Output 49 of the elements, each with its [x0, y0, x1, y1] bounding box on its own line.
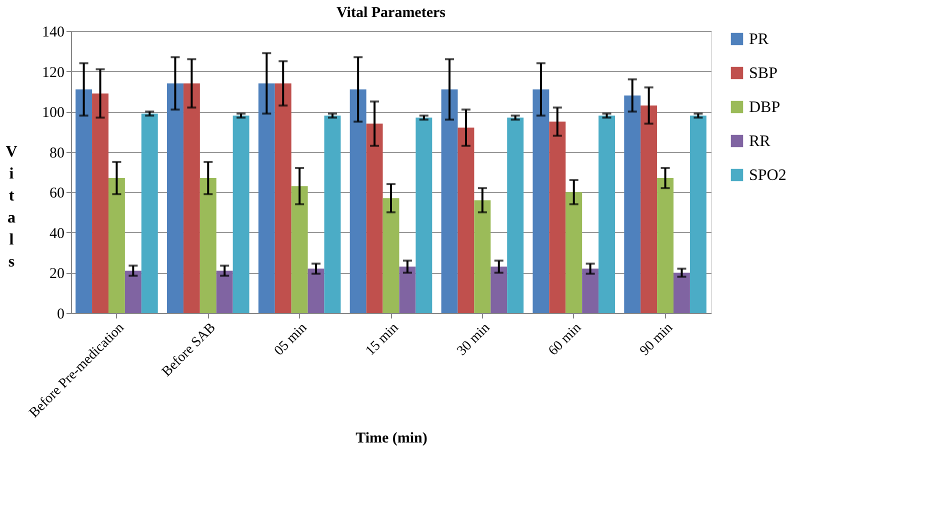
y-tick-label: 60: [50, 186, 64, 202]
legend-label: PR: [749, 31, 769, 48]
bar: [200, 178, 216, 313]
bar: [124, 270, 142, 313]
bar: [382, 198, 400, 313]
bar: [549, 122, 566, 313]
bar: [674, 272, 690, 313]
x-tick-label: 90 min: [638, 320, 676, 359]
bar: [108, 178, 125, 313]
bar: [167, 83, 184, 313]
y-tick-label: 120: [42, 64, 64, 81]
bar: [657, 178, 674, 313]
bar: [441, 89, 458, 313]
y-tick-label: 100: [42, 105, 64, 122]
x-tick-label: 30 min: [454, 320, 494, 359]
bar: [399, 266, 416, 313]
bar: [308, 268, 324, 313]
y-tick-label: 140: [42, 24, 64, 40]
x-tick-label: 60 min: [546, 320, 584, 359]
bar: [624, 95, 641, 313]
bar: [640, 106, 658, 313]
bar: [474, 200, 491, 313]
legend-label: SPO2: [749, 167, 786, 184]
bar: [366, 124, 383, 313]
bar: [350, 89, 366, 313]
bar: [216, 270, 233, 313]
x-axis-title: Time (min): [356, 430, 428, 446]
y-tick-label: 80: [50, 145, 64, 162]
bar: [582, 268, 599, 313]
bar: [76, 89, 92, 313]
chart-title: Vital Parameters: [336, 5, 446, 21]
bar: [92, 93, 108, 313]
y-axis-title: Vitals: [6, 144, 18, 270]
bar: [183, 83, 200, 313]
bar: [291, 186, 308, 313]
x-tick-label: 05 min: [272, 320, 310, 359]
legend-label: DBP: [749, 99, 780, 116]
x-tick-label: 15 min: [363, 320, 402, 359]
bar: [566, 192, 582, 313]
bar: [532, 89, 550, 313]
bar: [458, 128, 474, 313]
y-tick-label: 0: [57, 306, 64, 322]
y-tick-label: 20: [50, 266, 64, 282]
bar: [274, 83, 292, 313]
legend-label: SBP: [749, 65, 778, 82]
bar: [258, 83, 275, 313]
bar: [490, 266, 508, 313]
y-tick-label: 40: [50, 226, 64, 242]
legend-label: RR: [749, 133, 771, 150]
